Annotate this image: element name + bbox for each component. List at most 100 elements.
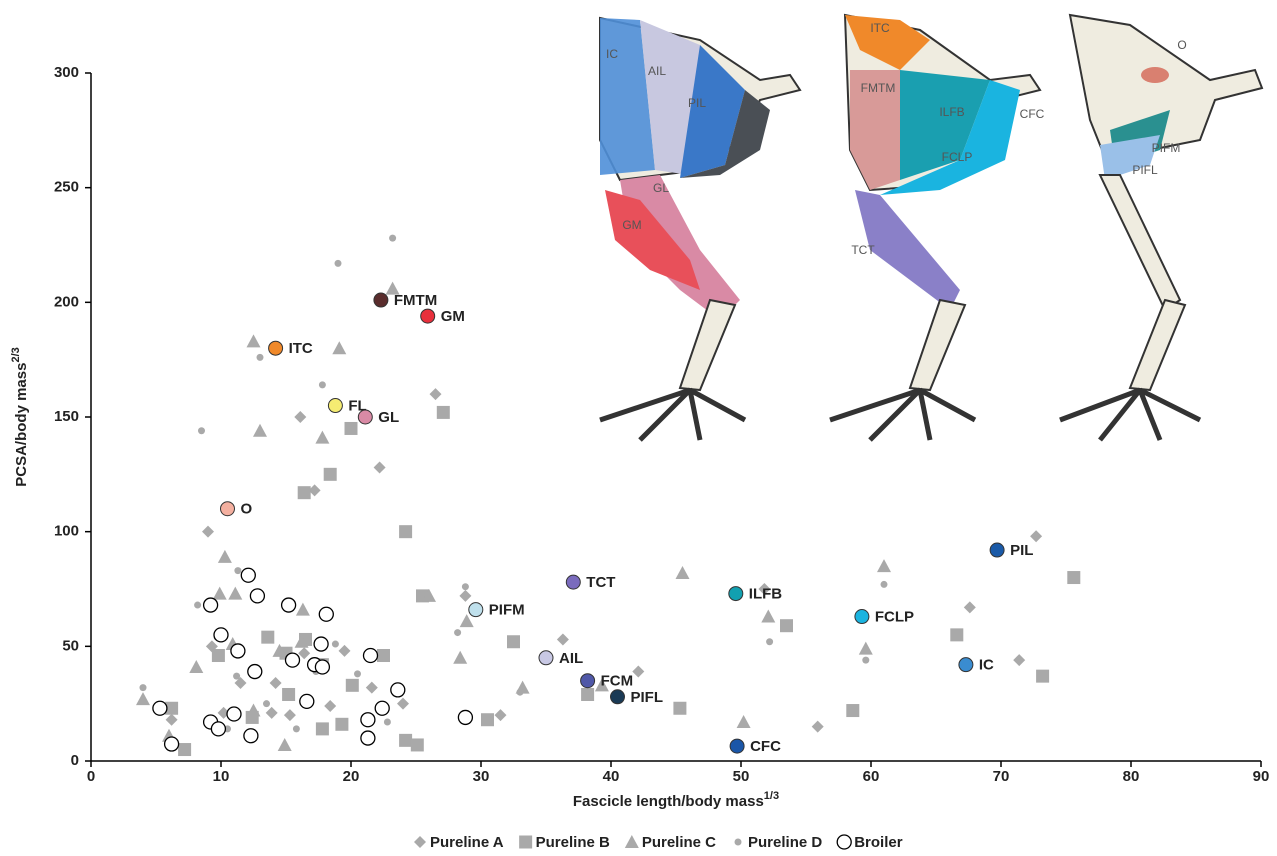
diamond-marker xyxy=(294,411,307,423)
open-marker xyxy=(390,682,406,698)
x-tick-label: 0 xyxy=(87,768,95,785)
open-marker xyxy=(240,567,256,583)
y-tick-label: 200 xyxy=(54,293,79,310)
highlight-label: CFC xyxy=(750,738,781,755)
illustration-label: ILFB xyxy=(939,105,964,119)
highlight-point xyxy=(268,340,284,356)
diamond-marker xyxy=(397,697,409,710)
highlight-label: PIL xyxy=(1010,542,1033,559)
dot-marker xyxy=(292,725,300,733)
highlight-point xyxy=(327,398,343,414)
x-tick-label: 30 xyxy=(473,768,490,785)
triangle-marker xyxy=(228,586,243,600)
legend-label: Pureline D xyxy=(748,834,822,851)
open-marker xyxy=(299,693,315,710)
open-marker xyxy=(318,606,334,622)
square-marker xyxy=(436,405,450,419)
dot-marker xyxy=(461,583,469,591)
highlight-label: FCM xyxy=(601,673,634,690)
highlight-label: AIL xyxy=(559,650,583,667)
muscle xyxy=(600,18,655,175)
highlight-label: O xyxy=(241,501,253,518)
dot-marker xyxy=(454,629,462,637)
square-marker xyxy=(211,649,225,663)
highlight-point xyxy=(220,501,235,517)
square-marker xyxy=(399,733,413,747)
muscle xyxy=(605,190,700,290)
open-marker xyxy=(213,627,229,643)
open-marker xyxy=(360,712,376,728)
legend-label: Pureline C xyxy=(642,834,716,851)
illustration-label: TCT xyxy=(851,243,875,257)
square-marker xyxy=(507,635,520,649)
triangle-marker xyxy=(217,549,232,563)
triangle-marker xyxy=(877,559,891,573)
toes xyxy=(829,387,977,442)
dot-marker xyxy=(334,259,342,267)
diamond-marker xyxy=(308,484,321,497)
square-marker xyxy=(1067,571,1081,585)
muscle xyxy=(850,70,900,190)
dot-marker xyxy=(354,670,361,678)
triangle-marker xyxy=(675,565,690,579)
triangle-marker xyxy=(594,678,609,692)
x-tick-label: 20 xyxy=(343,768,360,785)
square-marker xyxy=(345,678,359,692)
dot-marker xyxy=(256,353,264,361)
muscle xyxy=(880,80,1020,195)
square-marker xyxy=(282,687,296,701)
highlight-point xyxy=(958,657,974,673)
dot-marker xyxy=(880,580,888,588)
toes xyxy=(599,387,747,442)
bone xyxy=(908,298,967,392)
highlight-label: TCT xyxy=(586,574,615,591)
open-marker xyxy=(314,659,331,675)
bone xyxy=(1098,174,1182,312)
dot-marker xyxy=(233,672,241,680)
highlight-point xyxy=(468,602,484,618)
diamond-marker xyxy=(202,525,214,538)
illustration-label: PIL xyxy=(688,96,706,110)
illustration-label: PIFL xyxy=(1132,163,1158,177)
square-marker xyxy=(481,713,494,727)
highlight-point xyxy=(580,673,596,689)
open-marker xyxy=(243,728,259,744)
illustration-label: FCLP xyxy=(942,150,973,164)
triangle-marker xyxy=(277,737,292,751)
highlight-label: ITC xyxy=(289,340,313,357)
square-marker xyxy=(315,722,329,736)
square-marker xyxy=(846,704,860,718)
muscle xyxy=(1141,67,1169,83)
x-tick-label: 90 xyxy=(1253,768,1270,785)
toes xyxy=(1059,387,1202,442)
muscle xyxy=(620,175,740,320)
triangle-marker xyxy=(736,715,751,729)
diamond-marker xyxy=(811,720,824,733)
y-axis-title-sup: 2/3 xyxy=(10,347,22,362)
highlight-point xyxy=(373,292,389,308)
triangle-marker xyxy=(858,641,873,655)
dot-marker xyxy=(263,700,270,708)
square-marker xyxy=(261,630,275,644)
diamond-marker xyxy=(1013,654,1026,667)
square-marker xyxy=(519,835,533,849)
diamond-marker xyxy=(324,699,337,712)
open-marker xyxy=(152,700,168,716)
square-marker xyxy=(399,525,413,539)
square-marker xyxy=(297,486,311,500)
square-marker xyxy=(410,738,424,752)
muscle xyxy=(855,190,960,310)
diamond-marker xyxy=(338,644,351,657)
dot-marker xyxy=(194,601,202,609)
diamond-marker xyxy=(556,633,569,646)
highlight-point xyxy=(989,542,1005,558)
legend-label: Pureline A xyxy=(430,834,504,851)
square-marker xyxy=(780,619,793,633)
illustration-label: PIFM xyxy=(1152,141,1181,155)
triangle-marker xyxy=(189,659,204,673)
diamond-marker xyxy=(165,713,178,726)
highlight-label: PIFL xyxy=(631,689,664,706)
highlight-point xyxy=(538,650,554,666)
highlight-point xyxy=(610,689,625,705)
legend-label: Broiler xyxy=(854,834,903,851)
